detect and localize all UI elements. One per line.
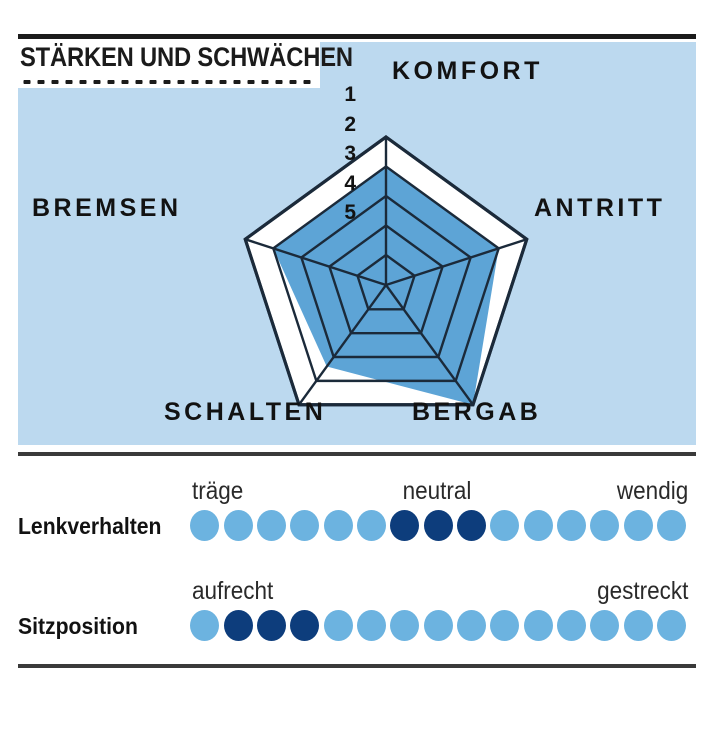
top-divider-rule (18, 34, 696, 39)
title-dotted-underline (20, 80, 316, 84)
scale-dot-active[interactable] (223, 610, 253, 641)
scale-dot[interactable] (456, 610, 486, 641)
scale-caption-lenkverhalten: Lenkverhalten (18, 513, 162, 539)
scale-dots-sitzposition (188, 610, 688, 642)
scale-dot[interactable] (623, 510, 653, 541)
scale-dots-lenkverhalten (188, 510, 688, 542)
scale-dot[interactable] (556, 610, 586, 641)
scale-dot[interactable] (590, 510, 620, 541)
scale-dot[interactable] (556, 510, 586, 541)
axis-label-schalten: SCHALTEN (164, 398, 327, 426)
radar-scale-number-1: 1 (344, 83, 356, 106)
scale-dot-active[interactable] (256, 610, 286, 641)
scale-dot-active[interactable] (423, 510, 453, 541)
scale-right-label-sitzposition: gestreckt (596, 577, 688, 605)
scale-dot[interactable] (390, 610, 420, 641)
scale-dot[interactable] (523, 610, 553, 641)
scale-dot[interactable] (256, 510, 286, 541)
scale-dot[interactable] (356, 610, 386, 641)
scale-dot[interactable] (423, 610, 453, 641)
scale-dot[interactable] (656, 610, 686, 641)
radar-chart-panel (18, 42, 696, 445)
axis-label-komfort: KOMFORT (392, 57, 543, 85)
scale-right-label-lenkverhalten: wendig (616, 477, 688, 505)
radar-chart (243, 135, 529, 407)
radar-scale-number-2: 2 (344, 112, 356, 136)
scale-dot[interactable] (190, 510, 220, 541)
scale-dot[interactable] (290, 510, 320, 541)
scale-left-label-sitzposition: aufrecht (192, 577, 274, 605)
scale-dot[interactable] (323, 610, 353, 641)
scale-endpoints-sitzposition: aufrecht gestreckt (186, 576, 688, 606)
scale-dot[interactable] (523, 510, 553, 541)
scale-dot[interactable] (490, 510, 520, 541)
axis-label-bremsen: BREMSEN (32, 194, 182, 222)
radar-scale-number-4: 4 (344, 171, 356, 195)
scale-dot[interactable] (223, 510, 253, 541)
scale-left-label-lenkverhalten: träge (192, 477, 244, 505)
radar-scale-number-5: 5 (344, 201, 356, 224)
middle-divider-rule (18, 452, 696, 456)
scale-dot[interactable] (623, 610, 653, 641)
page-title: STÄRKEN UND SCHWÄCHEN (20, 42, 353, 72)
scale-dot[interactable] (490, 610, 520, 641)
scale-caption-sitzposition: Sitzposition (18, 613, 138, 639)
axis-label-bergab: BERGAB (412, 398, 542, 426)
bottom-divider-rule (18, 664, 696, 668)
scale-dot[interactable] (656, 510, 686, 541)
scale-endpoints-lenkverhalten: träge neutral wendig (186, 476, 688, 506)
scale-dot-active[interactable] (290, 610, 320, 641)
scale-dot[interactable] (323, 510, 353, 541)
scale-dot-active[interactable] (390, 510, 420, 541)
axis-label-antritt: ANTRITT (534, 194, 666, 222)
radar-scale-number-3: 3 (344, 142, 356, 165)
scale-dot[interactable] (590, 610, 620, 641)
scale-dot-active[interactable] (456, 510, 486, 541)
scale-dot[interactable] (356, 510, 386, 541)
scale-center-label-lenkverhalten: neutral (402, 477, 472, 505)
scale-dot[interactable] (190, 610, 220, 641)
